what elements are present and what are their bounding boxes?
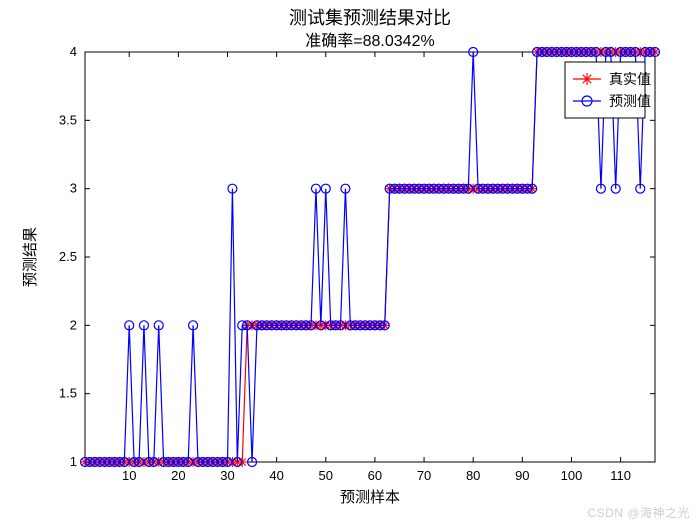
x-tick-label: 60 bbox=[368, 468, 382, 483]
y-tick-label: 3.5 bbox=[59, 112, 77, 127]
chart-title-main: 测试集预测结果对比 bbox=[289, 8, 451, 28]
x-tick-label: 80 bbox=[466, 468, 480, 483]
y-axis-label: 预测结果 bbox=[22, 227, 39, 287]
y-tick-label: 4 bbox=[70, 44, 77, 59]
chart-svg: 测试集预测结果对比准确率=88.0342% 10 20 30 40 50 60 70 80 90 1… bbox=[0, 0, 700, 525]
y-tick-label: 2 bbox=[70, 317, 77, 332]
y-tick-label: 1 bbox=[70, 454, 77, 469]
x-tick-label: 30 bbox=[220, 468, 234, 483]
x-tick-label: 70 bbox=[417, 468, 431, 483]
legend-label: 真实值 bbox=[609, 71, 651, 87]
legend: 真实值预测值 bbox=[565, 62, 651, 118]
x-axis-label: 预测样本 bbox=[340, 489, 400, 506]
chart-title-sub: 准确率=88.0342% bbox=[305, 32, 434, 50]
x-tick-label: 110 bbox=[610, 468, 631, 483]
x-tick-label: 90 bbox=[515, 468, 529, 483]
y-tick-label: 1.5 bbox=[59, 386, 77, 401]
legend-label: 预测值 bbox=[609, 93, 651, 109]
x-tick-label: 50 bbox=[319, 468, 333, 483]
y-tick-label: 3 bbox=[70, 181, 77, 196]
y-tick-label: 2.5 bbox=[59, 249, 77, 264]
x-tick-label: 10 bbox=[122, 468, 136, 483]
watermark-text: CSDN @海神之光 bbox=[587, 504, 690, 521]
x-tick-label: 100 bbox=[561, 468, 583, 483]
x-tick-label: 40 bbox=[269, 468, 283, 483]
chart-stage: 测试集预测结果对比准确率=88.0342% 10 20 30 40 50 60 70 80 90 1… bbox=[0, 0, 700, 525]
x-tick-label: 20 bbox=[171, 468, 185, 483]
